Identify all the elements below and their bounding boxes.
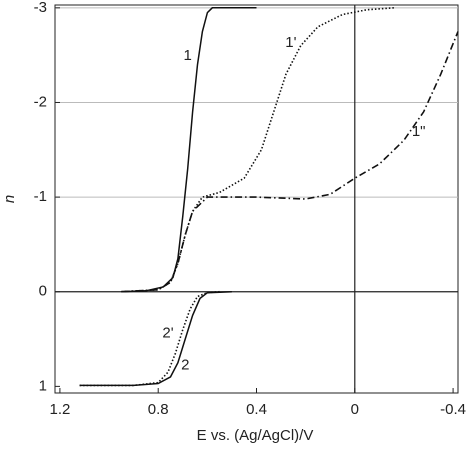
- x-axis-label: E vs. (Ag/AgCl)/V: [197, 427, 314, 444]
- x-tick-label: 0.4: [246, 401, 267, 418]
- x-tick-label: -0.4: [440, 401, 466, 418]
- series-line: [79, 290, 232, 387]
- curve-label: 2: [181, 357, 189, 374]
- plot-frame: [54, 4, 459, 394]
- y-axis-label: n: [1, 195, 18, 203]
- series-line: [79, 290, 220, 387]
- curve-label: 1: [184, 47, 192, 64]
- curve-label: 1": [412, 123, 426, 140]
- x-tick-label: 1.2: [49, 401, 70, 418]
- y-tick-label: -2: [34, 93, 47, 110]
- curve-label: 2': [162, 324, 173, 341]
- y-tick-label: -1: [34, 188, 47, 205]
- y-tick-label: -3: [34, 0, 47, 16]
- y-tick-label: 1: [39, 377, 47, 394]
- series-line: [121, 31, 459, 293]
- x-tick-label: 0: [351, 401, 359, 418]
- y-tick-label: 0: [39, 283, 47, 300]
- curve-label: 1': [285, 34, 296, 51]
- series-line: [121, 7, 395, 293]
- x-tick-label: 0.8: [148, 401, 169, 418]
